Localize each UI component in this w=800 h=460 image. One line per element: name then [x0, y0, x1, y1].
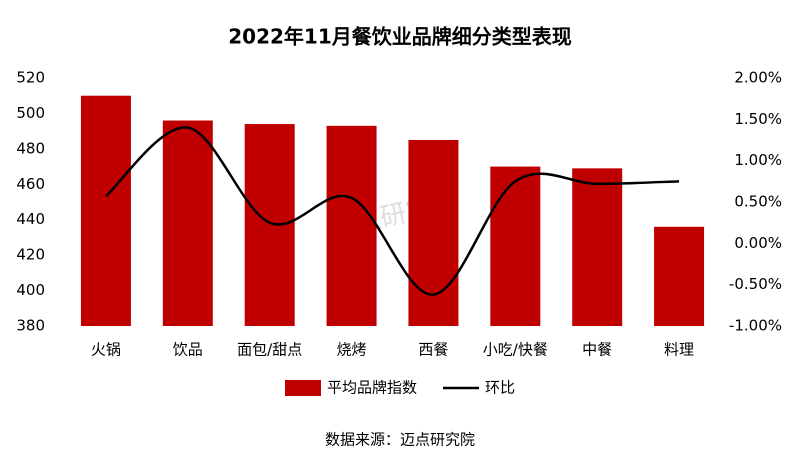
y2-tick-label: 2.00% — [734, 69, 782, 87]
legend-swatch — [285, 380, 321, 396]
y2-tick-label: -0.50% — [729, 275, 782, 293]
y-tick-label: 380 — [16, 317, 45, 335]
bar — [80, 95, 131, 326]
x-tick-label: 西餐 — [418, 341, 448, 359]
bar — [326, 125, 377, 326]
x-tick-label: 小吃/快餐 — [483, 341, 548, 359]
legend-label: 环比 — [485, 379, 515, 397]
x-tick-label: 饮品 — [173, 341, 203, 359]
bar — [408, 140, 459, 326]
x-tick-label: 料理 — [664, 341, 694, 359]
legend-label: 平均品牌指数 — [327, 379, 417, 397]
x-tick-label: 烧烤 — [337, 341, 367, 359]
bar — [162, 120, 213, 326]
chart-title: 2022年11月餐饮业品牌细分类型表现 — [228, 25, 572, 49]
y-tick-label: 480 — [16, 139, 45, 157]
y2-tick-label: 0.50% — [734, 193, 782, 211]
line — [105, 126, 680, 296]
y2-tick-label: 1.50% — [734, 110, 782, 128]
y-tick-label: 520 — [16, 69, 45, 87]
y2-tick-label: 1.00% — [734, 151, 782, 169]
bar — [572, 168, 623, 326]
y-tick-label: 400 — [16, 281, 45, 299]
bar — [654, 226, 705, 326]
y2-tick-label: -1.00% — [729, 317, 782, 335]
x-tick-label: 中餐 — [582, 341, 612, 359]
x-tick-label: 火锅 — [91, 341, 121, 359]
x-tick-label: 面包/甜点 — [237, 341, 302, 359]
source-note: 数据来源：迈点研究院 — [325, 431, 475, 449]
y-tick-label: 500 — [16, 104, 45, 122]
y-tick-label: 440 — [16, 210, 45, 228]
y-tick-label: 460 — [16, 175, 45, 193]
bar — [244, 124, 295, 326]
y2-tick-label: 0.00% — [734, 234, 782, 252]
bar — [490, 166, 541, 326]
y-tick-label: 420 — [16, 246, 45, 264]
